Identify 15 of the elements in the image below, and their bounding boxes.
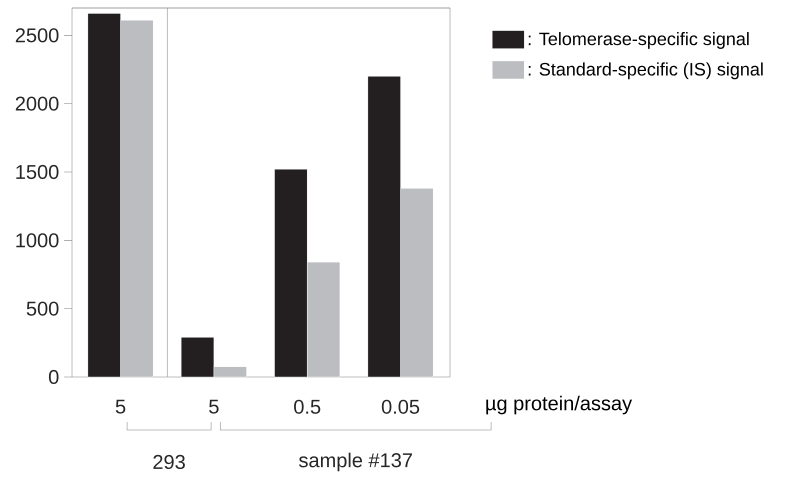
text: sample #137 <box>299 452 412 472</box>
text: 293 <box>153 454 185 470</box>
legend-label: : Telomerase-specific signal <box>528 32 749 49</box>
y-tick-label: 0 <box>48 370 59 384</box>
x-axis-title: µg protein/assay <box>486 396 632 414</box>
y-tick-label: 500 <box>26 302 58 316</box>
y-tick-label: 1000 <box>16 233 58 248</box>
x-tick-label: 0.5 <box>294 400 320 414</box>
x-tick-label: 0.05 <box>382 400 420 414</box>
x-tick-label: 5 <box>116 400 126 414</box>
y-tick-label: 2500 <box>16 28 58 42</box>
legend-label: : Standard-specific (IS) signal <box>528 62 763 80</box>
x-tick-label: 5 <box>209 400 219 414</box>
y-tick-label: 1500 <box>16 164 58 180</box>
y-tick-label: 2000 <box>16 96 58 111</box>
